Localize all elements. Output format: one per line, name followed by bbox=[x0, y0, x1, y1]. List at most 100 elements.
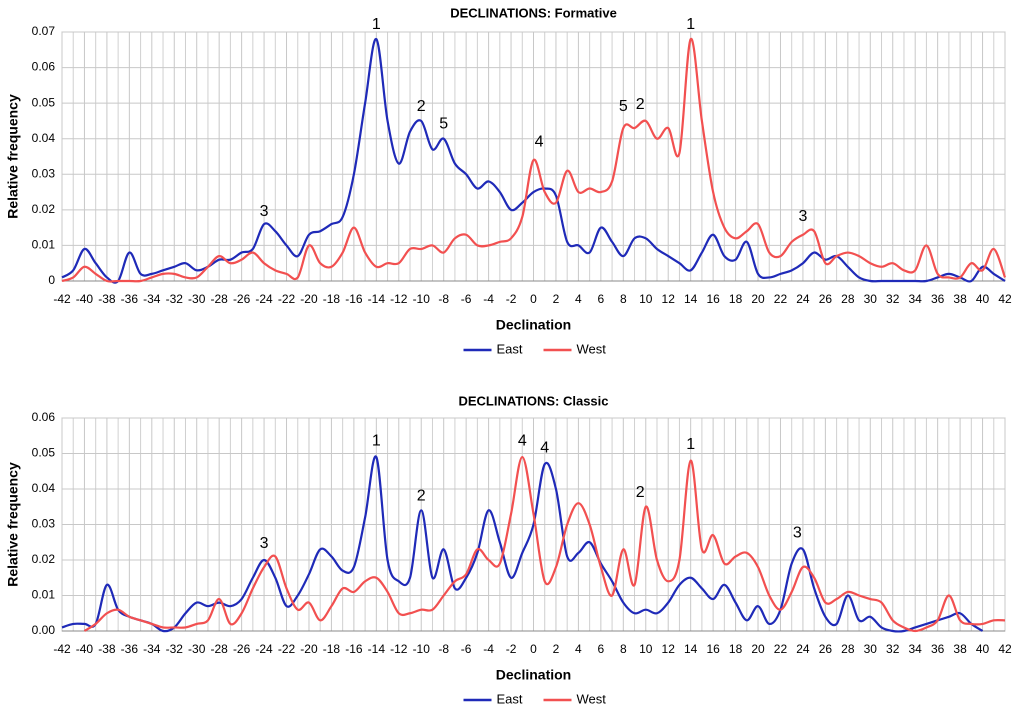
annotation: 1 bbox=[372, 16, 381, 33]
y-tick-label: 0.06 bbox=[32, 410, 56, 424]
x-tick-label: -26 bbox=[233, 292, 251, 306]
x-tick-label: 40 bbox=[976, 642, 990, 656]
annotation: 5 bbox=[619, 98, 628, 115]
x-axis-title: Declination bbox=[496, 317, 571, 333]
x-tick-label: 34 bbox=[909, 642, 923, 656]
x-tick-label: -24 bbox=[255, 292, 273, 306]
x-tick-label: 16 bbox=[706, 292, 720, 306]
x-tick-label: -10 bbox=[413, 292, 431, 306]
legend-label: West bbox=[577, 341, 607, 356]
x-tick-label: 0 bbox=[530, 642, 537, 656]
x-tick-label: 22 bbox=[774, 642, 788, 656]
series-line bbox=[61, 455, 984, 633]
x-tick-label: -6 bbox=[461, 292, 472, 306]
x-axis-title: Declination bbox=[496, 667, 571, 683]
x-tick-label: -42 bbox=[53, 642, 71, 656]
x-tick-label: -38 bbox=[98, 292, 116, 306]
x-tick-label: -14 bbox=[368, 292, 386, 306]
legend-label: East bbox=[497, 341, 523, 356]
x-tick-label: 36 bbox=[931, 642, 945, 656]
x-tick-label: -18 bbox=[323, 292, 341, 306]
x-tick-label: -12 bbox=[390, 292, 408, 306]
x-tick-label: -4 bbox=[483, 292, 494, 306]
x-tick-label: 32 bbox=[886, 292, 900, 306]
x-tick-label: -26 bbox=[233, 642, 251, 656]
series-line bbox=[61, 37, 1007, 283]
y-tick-label: 0.03 bbox=[32, 517, 56, 531]
annotation: 3 bbox=[260, 535, 269, 552]
x-tick-label: -2 bbox=[506, 292, 517, 306]
annotation: 2 bbox=[636, 484, 645, 501]
x-tick-label: 34 bbox=[909, 292, 923, 306]
x-tick-label: 2 bbox=[553, 292, 560, 306]
x-tick-label: -30 bbox=[188, 642, 206, 656]
x-tick-label: 8 bbox=[620, 642, 627, 656]
chart: DECLINATIONS: Classic-42 -40 -38 -36 -34 -32-… bbox=[5, 393, 1012, 706]
chart: DECLINATIONS: Formative-42 -40 -38 -36 -34 -3… bbox=[5, 5, 1012, 356]
x-tick-label: 42 bbox=[998, 292, 1012, 306]
x-tick-label: -18 bbox=[323, 642, 341, 656]
x-tick-label: -42 bbox=[53, 292, 71, 306]
x-tick-label: -22 bbox=[278, 642, 296, 656]
x-tick-label: 6 bbox=[598, 642, 605, 656]
annotation: 4 bbox=[540, 439, 549, 456]
y-tick-label: 0.07 bbox=[32, 24, 56, 38]
x-tick-label: 36 bbox=[931, 292, 945, 306]
annotation: 1 bbox=[686, 16, 695, 33]
x-tick-label: 2 bbox=[553, 642, 560, 656]
y-tick-label: 0.04 bbox=[32, 131, 56, 145]
x-tick-label: -10 bbox=[413, 642, 431, 656]
x-tick-label: 40 bbox=[976, 292, 990, 306]
y-tick-label: 0.01 bbox=[32, 238, 56, 252]
x-tick-label: 38 bbox=[953, 292, 967, 306]
y-tick-label: 0.06 bbox=[32, 60, 56, 74]
legend-label: West bbox=[577, 691, 607, 706]
x-tick-label: 14 bbox=[684, 292, 698, 306]
x-tick-label: 24 bbox=[796, 642, 810, 656]
annotation: 4 bbox=[535, 133, 544, 150]
x-tick-label: -34 bbox=[143, 292, 161, 306]
x-tick-label: -38 bbox=[98, 642, 116, 656]
x-tick-label: 20 bbox=[751, 642, 765, 656]
x-tick-label: 14 bbox=[684, 642, 698, 656]
x-tick-label: 26 bbox=[819, 642, 833, 656]
y-tick-label: 0.03 bbox=[32, 166, 56, 180]
legend-label: East bbox=[497, 691, 523, 706]
annotation: 3 bbox=[793, 525, 802, 542]
chart-title: DECLINATIONS: Formative bbox=[450, 5, 617, 20]
x-tick-label: 42 bbox=[998, 642, 1012, 656]
annotation: 4 bbox=[518, 432, 527, 449]
x-tick-label: -40 bbox=[76, 292, 94, 306]
y-tick-label: 0.05 bbox=[32, 95, 56, 109]
x-tick-label: -16 bbox=[345, 292, 363, 306]
x-tick-label: -14 bbox=[368, 642, 386, 656]
x-tick-label: 30 bbox=[864, 292, 878, 306]
x-tick-label: 38 bbox=[953, 642, 967, 656]
x-tick-label: 16 bbox=[706, 642, 720, 656]
x-tick-label: 4 bbox=[575, 642, 582, 656]
annotation: 3 bbox=[260, 203, 269, 220]
x-tick-label: -8 bbox=[438, 292, 449, 306]
x-tick-label: -30 bbox=[188, 292, 206, 306]
x-tick-label: 18 bbox=[729, 292, 743, 306]
y-axis-title: Relative frequency bbox=[5, 462, 21, 587]
annotation: 3 bbox=[798, 208, 807, 225]
x-tick-label: -34 bbox=[143, 642, 161, 656]
x-tick-label: 6 bbox=[598, 292, 605, 306]
annotation: 5 bbox=[439, 116, 448, 133]
x-tick-label: 10 bbox=[639, 292, 653, 306]
x-tick-label: -40 bbox=[76, 642, 94, 656]
x-tick-label: 20 bbox=[751, 292, 765, 306]
x-tick-label: -24 bbox=[255, 642, 273, 656]
x-tick-label: -8 bbox=[438, 642, 449, 656]
y-tick-label: 0.02 bbox=[32, 202, 56, 216]
x-tick-label: -28 bbox=[210, 292, 228, 306]
y-axis-title: Relative frequency bbox=[5, 94, 21, 219]
x-tick-label: -22 bbox=[278, 292, 296, 306]
chart-title: DECLINATIONS: Classic bbox=[458, 393, 608, 408]
annotation: 2 bbox=[636, 96, 645, 113]
series-line bbox=[83, 455, 1006, 633]
y-tick-label: 0.02 bbox=[32, 552, 56, 566]
x-tick-label: 24 bbox=[796, 292, 810, 306]
